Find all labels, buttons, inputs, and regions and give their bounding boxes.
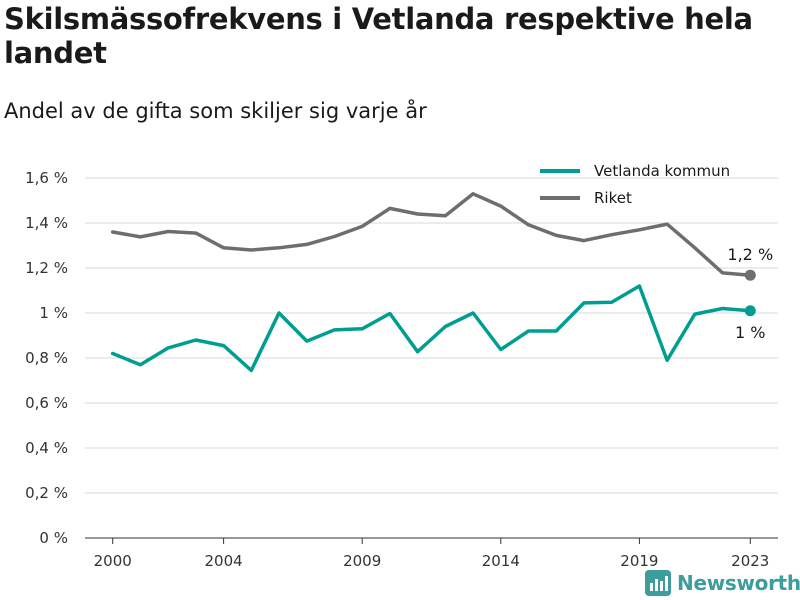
brand-logo: Newsworthy (645, 569, 800, 597)
page-subtitle: Andel av de gifta som skiljer sig varje … (4, 99, 427, 123)
series-end-point-1 (744, 269, 756, 281)
x-tick-label: 2000 (94, 552, 132, 570)
series-line-1 (110, 192, 753, 277)
x-tick-label: 2019 (620, 552, 658, 570)
series-end-point-0 (744, 305, 756, 317)
legend-label-0: Vetlanda kommun (594, 162, 730, 180)
y-tick-label: 1 % (39, 304, 68, 322)
grid-lines (85, 177, 778, 539)
legend-label-1: Riket (594, 189, 632, 207)
y-tick-label: 1,4 % (25, 214, 68, 232)
y-tick-label: 1,6 % (25, 169, 68, 187)
series-end-label-1: 1,2 % (727, 245, 773, 264)
y-tick-label: 0,6 % (25, 394, 68, 412)
series-lines: 1 % 1,2 % (110, 192, 773, 373)
y-tick-label: 0 % (39, 529, 68, 547)
y-tick-label: 1,2 % (25, 259, 68, 277)
x-tick-label: 2009 (343, 552, 381, 570)
y-tick-label: 0,2 % (25, 484, 68, 502)
legend: Vetlanda kommun Riket (540, 162, 730, 207)
x-axis-ticks: 2000 2004 2009 2014 2019 2023 (94, 538, 769, 570)
brand-name: Newsworthy (677, 571, 800, 595)
y-tick-label: 0,8 % (25, 349, 68, 367)
series-line-0 (110, 284, 753, 373)
series-end-label-0: 1 % (735, 323, 765, 342)
newsworthy-logo-icon (645, 570, 671, 596)
x-tick-label: 2023 (731, 552, 769, 570)
x-tick-label: 2014 (482, 552, 520, 570)
page-title: Skilsmässofrekvens i Vetlanda respektive… (4, 2, 753, 70)
x-tick-label: 2004 (205, 552, 243, 570)
y-tick-label: 0,4 % (25, 439, 68, 457)
y-axis-ticks: 0 % 0,2 % 0,4 % 0,6 % 0,8 % 1 % 1,2 % 1,4 % 1,6 … (25, 169, 68, 547)
